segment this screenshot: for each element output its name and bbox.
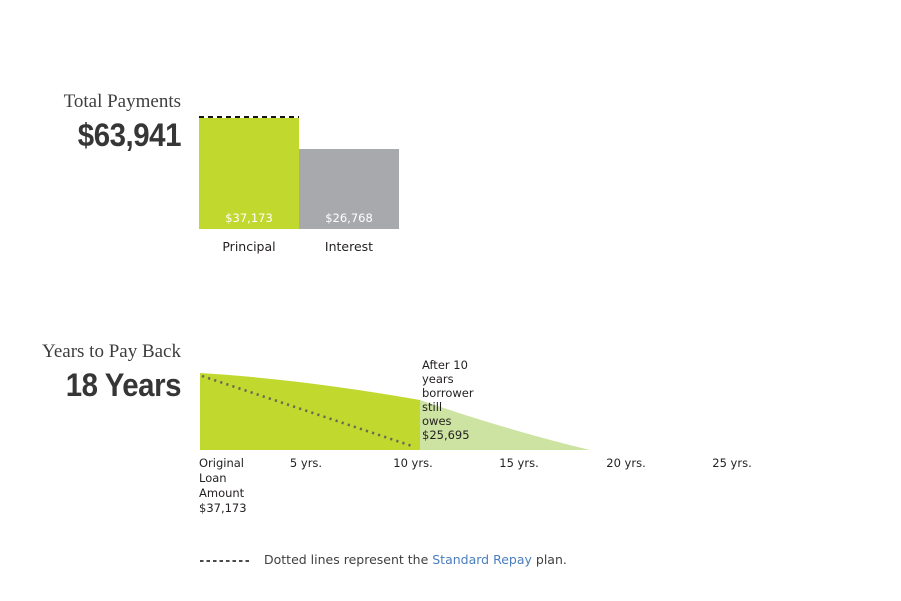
tick-10yrs: 10 yrs. — [393, 456, 433, 470]
legend-text-before: Dotted lines represent the — [264, 552, 433, 567]
interest-value-label: $26,768 — [325, 211, 373, 225]
annotation-line3: $25,695 — [422, 428, 470, 442]
legend-text-after: plan. — [531, 552, 567, 567]
legend-text: Dotted lines represent the Standard Repa… — [264, 552, 567, 567]
principal-bar: $37,173 — [199, 118, 299, 229]
total-payments-value: $63,941 — [77, 117, 182, 153]
dashed-line-swatch — [200, 559, 252, 562]
annotation-line2: borrower still owes — [422, 386, 474, 428]
origin-label-line2: Loan Amount — [199, 471, 245, 500]
principal-value-label: $37,173 — [225, 211, 273, 225]
years-to-pay-back-title: Years to Pay Back — [42, 341, 181, 362]
annotation-line1: After 10 years — [422, 358, 468, 386]
tick-25yrs: 25 yrs. — [712, 456, 752, 470]
payback-area-svg — [200, 373, 590, 450]
principal-category-label: Principal — [222, 239, 276, 254]
balance-area-0-10 — [200, 373, 420, 450]
standard-repay-link[interactable]: Standard Repay — [432, 552, 532, 567]
dotted-line-legend: Dotted lines represent the Standard Repa… — [200, 552, 567, 567]
interest-category-label: Interest — [324, 239, 374, 254]
total-payments-headline: Total Payments $63,941 — [0, 91, 182, 153]
years-to-pay-back-headline: Years to Pay Back 18 Years — [0, 341, 181, 403]
standard-repay-principal-dotted-line — [199, 116, 299, 118]
years-to-pay-back-value: 18 Years — [65, 367, 182, 403]
balance-area-10-18 — [420, 400, 590, 450]
interest-bar: $26,768 — [299, 149, 399, 229]
origin-tick-label: Original Loan Amount $37,173 — [199, 456, 247, 516]
tick-20yrs: 20 yrs. — [606, 456, 646, 470]
origin-label-line1: Original — [199, 456, 245, 470]
origin-label-line3: $37,173 — [199, 501, 247, 515]
tick-15yrs: 15 yrs. — [499, 456, 539, 470]
standard-repay-dotted-line — [201, 374, 413, 448]
total-payments-title: Total Payments — [63, 91, 181, 112]
tick-5yrs: 5 yrs. — [289, 456, 323, 470]
payments-bar-chart: $37,173 $26,768 Principal Interest — [199, 110, 400, 260]
payments-bar-plot: $37,173 $26,768 — [199, 110, 399, 229]
after-10-years-annotation: After 10 years borrower still owes $25,6… — [422, 358, 474, 442]
